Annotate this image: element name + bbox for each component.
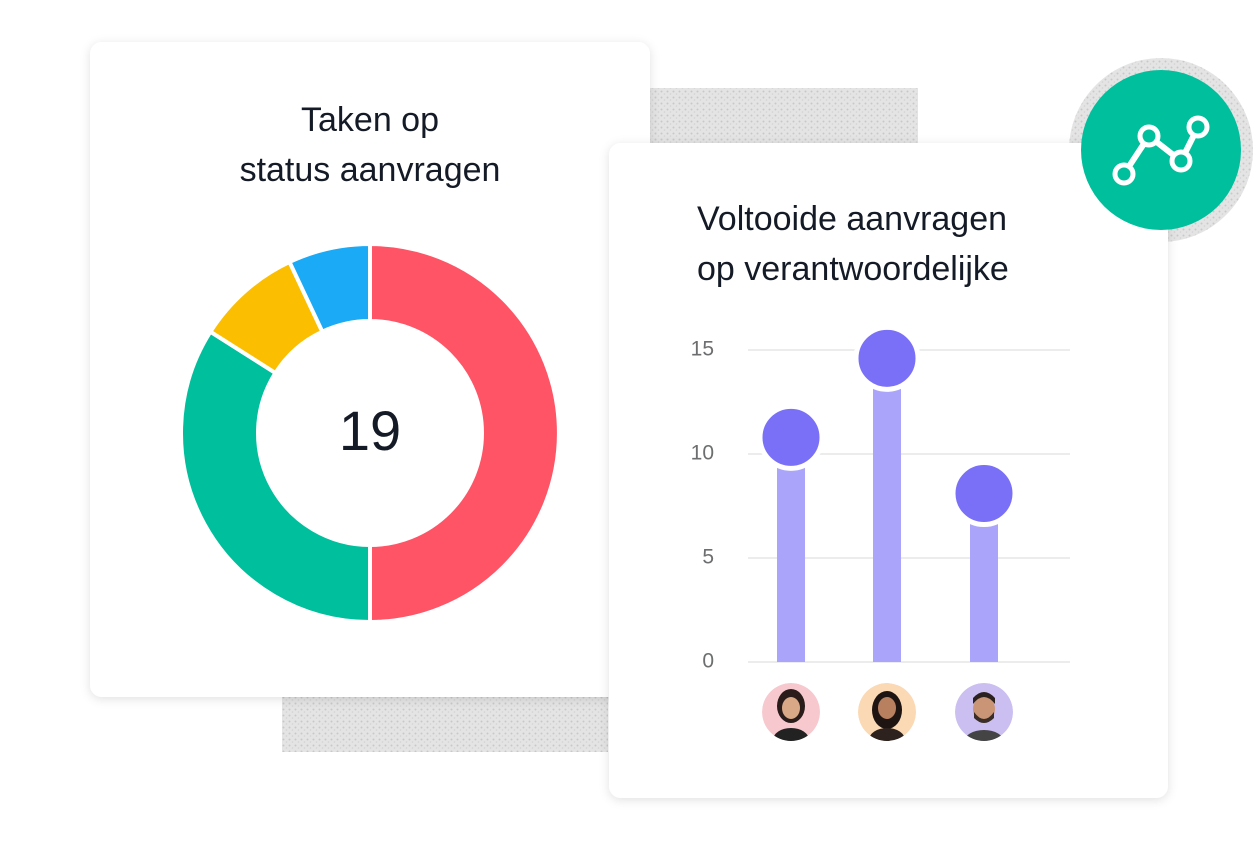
bar [777, 437, 805, 662]
chart-title: status aanvragen [240, 151, 501, 189]
chart-title: op verantwoordelijke [697, 250, 1009, 288]
bar [873, 358, 901, 662]
avatars [762, 683, 1013, 741]
dot [853, 324, 921, 392]
chart-title: Voltooide aanvragen [697, 200, 1007, 238]
texture [650, 88, 918, 148]
y-tick-label: 5 [702, 546, 714, 569]
y-tick-label: 0 [702, 650, 714, 673]
donut-segment [368, 241, 561, 625]
donut-segment [286, 241, 372, 335]
donut-segment [179, 328, 372, 625]
y-tick-label: 10 [691, 442, 714, 465]
icon-badge [1081, 70, 1241, 230]
center-label: 19 [339, 399, 401, 462]
texture [282, 690, 608, 752]
y-tick-label: 15 [691, 338, 714, 361]
chart-title: Taken op [301, 101, 439, 139]
dot [757, 403, 825, 471]
dot [950, 460, 1018, 528]
